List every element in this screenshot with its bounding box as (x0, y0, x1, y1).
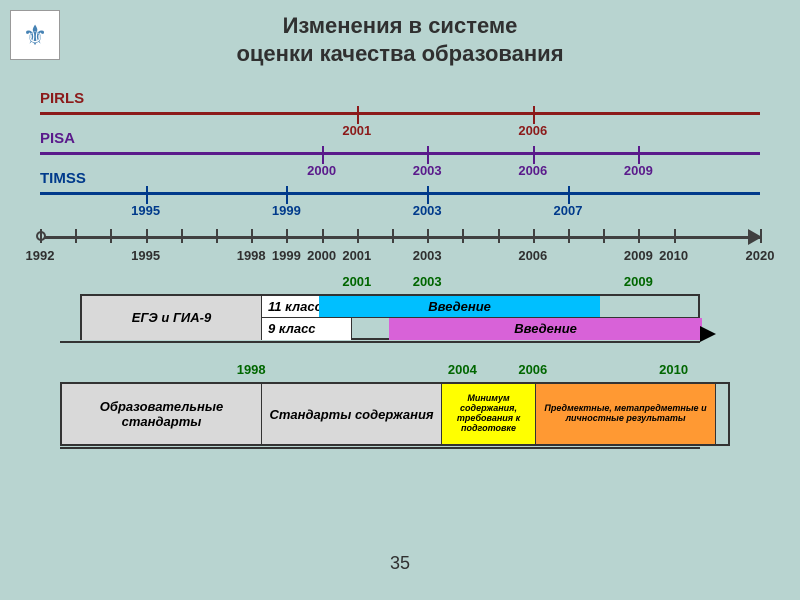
axis-tick (322, 229, 324, 243)
axis-tick (110, 229, 112, 243)
axis-label: 2009 (624, 248, 653, 263)
series-label-pisa: PISA (40, 130, 75, 147)
axis-tick (40, 229, 42, 243)
series-tick-label: 2003 (413, 163, 442, 178)
page-title: Изменения в системе оценки качества обра… (0, 0, 800, 67)
series-line-pirls: 20012006 (40, 112, 760, 115)
series-tick (286, 186, 288, 204)
axis-tick (146, 229, 148, 243)
series-tick (533, 146, 535, 164)
standards-year: 2004 (448, 362, 477, 377)
ege-intro-9: Введение (389, 318, 702, 340)
ege-year: 2003 (413, 274, 442, 289)
series-tick-label: 2009 (624, 163, 653, 178)
axis-tick (674, 229, 676, 243)
standards-year: 2010 (659, 362, 688, 377)
standards-cell: Минимум содержания, требования к подгото… (442, 384, 536, 444)
axis-label: 2006 (518, 248, 547, 263)
title-line-1: Изменения в системе (0, 12, 800, 40)
series-tick (357, 106, 359, 124)
series-line-pisa: 2000200320062009 (40, 152, 760, 155)
axis-line (40, 236, 760, 239)
axis-label: 2001 (342, 248, 371, 263)
axis-tick (760, 229, 762, 243)
axis-label: 1992 (26, 248, 55, 263)
axis-label: 2010 (659, 248, 688, 263)
axis-tick (462, 229, 464, 243)
series-tick (427, 146, 429, 164)
axis-tick (498, 229, 500, 243)
axis-tick (75, 229, 77, 243)
series-tick (427, 186, 429, 204)
standards-year: 2006 (518, 362, 547, 377)
ege-arrow-icon (700, 326, 716, 342)
series-tick-label: 1999 (272, 203, 301, 218)
page-number: 35 (0, 553, 800, 574)
standards-header: Образовательные стандарты (62, 384, 262, 444)
axis-label: 2020 (746, 248, 775, 263)
standards-year: 1998 (237, 362, 266, 377)
axis-tick (181, 229, 183, 243)
axis-label: 2003 (413, 248, 442, 263)
series-tick (533, 106, 535, 124)
ege-baseline (60, 341, 700, 343)
series-line-timss: 1995199920032007 (40, 192, 760, 195)
series-label-pirls: PIRLS (40, 90, 84, 107)
axis-tick (603, 229, 605, 243)
series-tick (568, 186, 570, 204)
title-line-2: оценки качества образования (0, 40, 800, 68)
standards-cell: Предмектные, метапредметные и личностные… (536, 384, 716, 444)
ege-row-11: ЕГЭ и ГИА-9 11 класс Введение (82, 296, 698, 318)
standards-table: Образовательные стандарты Стандарты соде… (60, 382, 730, 446)
ege-year: 2001 (342, 274, 371, 289)
series-tick (638, 146, 640, 164)
series-tick-label: 2001 (342, 123, 371, 138)
series-label-timss: TIMSS (40, 170, 86, 187)
ege-year: 2009 (624, 274, 653, 289)
axis-tick (392, 229, 394, 243)
axis-tick (357, 229, 359, 243)
ege-intro-11: Введение (319, 296, 601, 317)
axis-label: 1998 (237, 248, 266, 263)
ege-year-labels: 2001 2003 2009 (40, 274, 760, 290)
axis-tick (568, 229, 570, 243)
ege-table: ЕГЭ и ГИА-9 11 класс Введение 9 класс Вв… (80, 294, 700, 340)
axis-label: 2000 (307, 248, 336, 263)
axis-tick (216, 229, 218, 243)
axis-tick (638, 229, 640, 243)
ege-row-9: 9 класс Введение (82, 318, 698, 340)
ege-9-class: 9 класс (262, 318, 352, 340)
series-tick-label: 2006 (518, 163, 547, 178)
emblem-icon: ⚜ (10, 10, 60, 60)
series-tick-label: 2006 (518, 123, 547, 138)
series-tick (146, 186, 148, 204)
axis-tick (286, 229, 288, 243)
axis-tick (427, 229, 429, 243)
standards-baseline (60, 447, 700, 449)
series-tick-label: 2007 (554, 203, 583, 218)
series-tick-label: 2000 (307, 163, 336, 178)
axis-label: 1995 (131, 248, 160, 263)
axis-tick (533, 229, 535, 243)
standards-cell: Стандарты содержания (262, 384, 442, 444)
axis-label: 1999 (272, 248, 301, 263)
series-tick-label: 2003 (413, 203, 442, 218)
series-tick-label: 1995 (131, 203, 160, 218)
series-tick (322, 146, 324, 164)
axis-tick (251, 229, 253, 243)
